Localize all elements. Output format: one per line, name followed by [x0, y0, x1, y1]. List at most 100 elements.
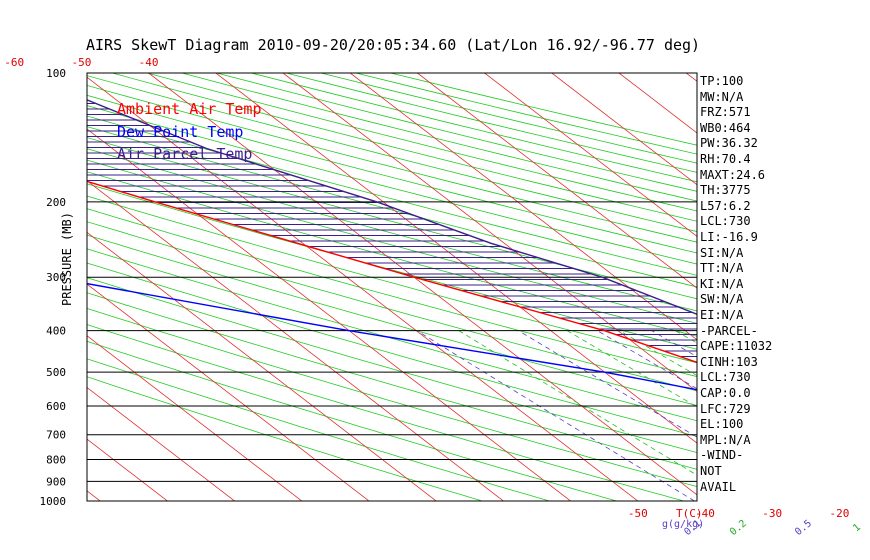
- stat-item: TP:100: [700, 74, 744, 88]
- stat-item: LCL:730: [700, 214, 751, 229]
- dry-adiabat: [87, 94, 697, 254]
- stat-item: RH:70.4: [700, 152, 751, 166]
- stat-item: FRZ:571: [700, 105, 751, 120]
- dry-adiabat: [320, 73, 697, 164]
- pressure-tick-label: 500: [46, 366, 66, 379]
- stat-item: WB0:464: [700, 120, 751, 135]
- stat-item: MPL:N/A: [700, 432, 751, 447]
- stat-item: -WIND-: [700, 448, 744, 463]
- pressure-tick-label: 800: [46, 454, 66, 467]
- mixing-ratio-unit: g(g/kg): [662, 519, 704, 530]
- bottom-temp-tick-label: -20: [829, 507, 849, 520]
- dry-adiabat: [87, 221, 697, 392]
- stat-item: KI:N/A: [700, 276, 744, 291]
- dry-adiabat: [87, 324, 686, 501]
- dry-adiabat: [87, 115, 697, 276]
- stat-item: EL:100: [700, 417, 744, 432]
- stat-item: EI:N/A: [700, 308, 744, 322]
- series-line: [87, 180, 697, 364]
- bottom-temp-tick-label: -50: [628, 507, 648, 520]
- dry-adiabat: [251, 73, 697, 183]
- isotherm: [551, 73, 697, 186]
- isotherms: [87, 73, 697, 501]
- stat-item: PW:36.32: [700, 136, 758, 151]
- isotherm: [87, 335, 303, 501]
- dry-adiabat: [87, 376, 484, 501]
- isotherm: [282, 73, 697, 392]
- legend-parcel: Air Parcel Temp: [117, 145, 253, 163]
- chart-title: AIRS SkewT Diagram 2010-09-20/20:05:34.6…: [86, 36, 701, 54]
- dry-adiabat: [87, 277, 697, 453]
- isotherm: [87, 128, 572, 501]
- isotherm: [349, 73, 697, 341]
- stat-item: CAPE:11032: [700, 339, 773, 354]
- isotherm: [417, 73, 697, 289]
- mixing-ratio-line: [861, 331, 870, 501]
- bottom-temp-unit: T(C): [676, 507, 703, 520]
- mixing-ratio-line: [821, 331, 870, 501]
- dry-adiabat: [87, 105, 697, 265]
- stat-item: SI:N/A: [700, 245, 744, 260]
- mixing-ratio-tick-label: 0.5: [793, 518, 814, 538]
- isotherm: [87, 76, 639, 501]
- pressure-tick-label: 300: [46, 271, 66, 284]
- isotherm: [87, 231, 437, 501]
- dry-adiabat: [87, 171, 697, 337]
- dry-adiabat: [87, 248, 697, 422]
- top-temp-tick-label: -60: [4, 56, 24, 69]
- mixing-ratio-line: [793, 331, 870, 501]
- dry-adiabat: [87, 262, 697, 437]
- stat-item: LFC:729: [700, 401, 751, 416]
- dry-adiabat: [87, 308, 697, 488]
- stat-item: CAP:0.0: [700, 386, 751, 400]
- cape-hatching: [87, 103, 697, 363]
- dry-adiabat: [87, 137, 697, 300]
- mixing-ratio-tick-label: 1: [851, 522, 863, 534]
- pressure-tick-label: 600: [46, 400, 66, 413]
- mixing-ratio-line: [416, 330, 695, 501]
- mixing-ratio-lines: [416, 330, 870, 501]
- plot-border: [86, 72, 698, 502]
- stat-item: MW:N/A: [700, 89, 744, 104]
- pressure-tick-label: 1000: [40, 495, 67, 508]
- dry-adiabat: [87, 148, 697, 312]
- legend-dewpoint: Dew Point Temp: [117, 123, 244, 141]
- isotherm: [215, 73, 697, 444]
- stat-item: CINH:103: [700, 354, 758, 369]
- dry-adiabat: [87, 292, 697, 470]
- pressure-tick-label: 900: [46, 475, 66, 488]
- isotherm: [148, 73, 697, 496]
- sounding-series: [87, 99, 697, 391]
- pressure-tick-label: 200: [46, 196, 66, 209]
- pressure-tick-label: 400: [46, 325, 66, 338]
- mixing-ratio-line: [843, 331, 870, 501]
- series-line: [87, 282, 697, 391]
- legend-ambient: Ambient Air Temp: [117, 100, 262, 118]
- y-axis-label: PRESSURE (MB): [60, 212, 74, 306]
- bottom-temp-tick-label: -40: [695, 507, 715, 520]
- stat-item: LI:-16.9: [700, 230, 758, 244]
- dry-adiabat: [87, 159, 697, 324]
- bottom-temp-tick-label: -30: [762, 507, 782, 520]
- stat-item: NOT: [700, 464, 722, 478]
- dry-adiabat: [87, 208, 697, 378]
- top-temp-tick-label: -40: [139, 56, 159, 69]
- stat-item: -PARCEL-: [700, 323, 758, 338]
- isotherm: [87, 490, 101, 501]
- tick-labels: 1002003004005006007008009001000-120-110-…: [4, 56, 863, 538]
- top-temp-tick-label: -50: [71, 56, 91, 69]
- stat-item: LCL:730: [700, 370, 751, 385]
- pressure-tick-label: 100: [46, 67, 66, 80]
- stat-item: TT:N/A: [700, 261, 744, 276]
- mixing-ratio-line: [773, 331, 870, 501]
- dry-adiabat: [87, 195, 697, 364]
- series-line: [87, 99, 697, 316]
- dry-adiabat: [87, 340, 619, 501]
- isotherm: [87, 386, 236, 501]
- mixing-ratio-tick-label: 0.2: [728, 518, 749, 538]
- isotherm: [87, 283, 370, 501]
- isobars: [87, 73, 697, 501]
- dry-adiabat: [146, 73, 697, 212]
- stat-item: SW:N/A: [700, 292, 744, 307]
